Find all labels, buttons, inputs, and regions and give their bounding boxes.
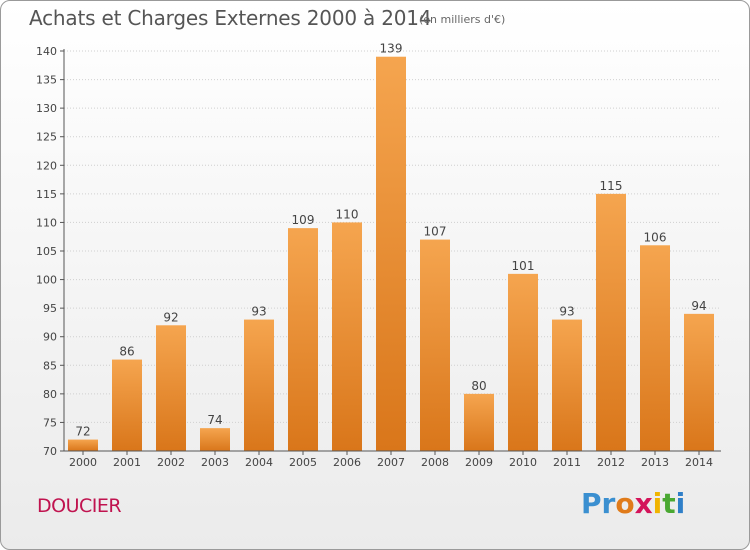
- logo-letter: x: [634, 487, 653, 520]
- bar: [376, 56, 406, 451]
- bar-value-label: 93: [559, 305, 574, 319]
- bar-value-label: 115: [600, 179, 623, 193]
- logo-letter: i: [652, 487, 663, 520]
- bar: [552, 319, 582, 451]
- bar: [156, 325, 186, 451]
- y-tick-label: 85: [43, 359, 57, 372]
- bar: [332, 222, 362, 451]
- commune-name: DOUCIER: [37, 495, 122, 517]
- bar: [420, 239, 450, 451]
- x-tick-label: 2001: [113, 456, 141, 469]
- x-tick-label: 2008: [421, 456, 449, 469]
- logo-letter: r: [601, 487, 616, 520]
- x-tick-label: 2006: [333, 456, 361, 469]
- logo-letter: o: [615, 487, 635, 520]
- bar-value-label: 72: [75, 425, 90, 439]
- x-tick-label: 2004: [245, 456, 273, 469]
- y-tick-label: 140: [36, 45, 57, 58]
- y-tick-label: 100: [36, 274, 57, 287]
- y-tick-label: 115: [36, 188, 57, 201]
- y-tick-label: 120: [36, 159, 57, 172]
- y-tick-label: 75: [43, 416, 57, 429]
- bar: [508, 273, 538, 451]
- y-tick-label: 90: [43, 331, 57, 344]
- x-tick-label: 2003: [201, 456, 229, 469]
- bar: [288, 228, 318, 451]
- x-tick-label: 2011: [553, 456, 581, 469]
- bar-value-label: 80: [471, 379, 486, 393]
- bar: [684, 313, 714, 451]
- bar: [640, 245, 670, 451]
- bar-value-label: 92: [163, 310, 178, 324]
- bar-value-label: 110: [336, 207, 359, 221]
- bar: [68, 439, 98, 451]
- y-tick-label: 70: [43, 445, 57, 458]
- chart-subtitle: (en milliers d'€): [419, 13, 506, 26]
- bars: 72 86 92 74 93 109 110 139 107 80 101 93 115 106 94: [68, 42, 714, 451]
- x-tick-label: 2002: [157, 456, 185, 469]
- x-tick-label: 2005: [289, 456, 317, 469]
- logo-letter: P: [581, 487, 602, 520]
- x-tick-label: 2014: [685, 456, 713, 469]
- bar-value-label: 107: [424, 225, 447, 239]
- y-tick-label: 125: [36, 131, 57, 144]
- x-tick-label: 2000: [69, 456, 97, 469]
- logo-letter: t: [662, 487, 676, 520]
- axes: 70 75 80 85 90 95 100 105 110 115 120 125 130 135 140 2…: [36, 45, 721, 469]
- proxiti-logo: Proxiti: [581, 487, 685, 520]
- bar-value-label: 94: [691, 299, 706, 313]
- bar-value-label: 101: [512, 259, 535, 273]
- y-tick-label: 95: [43, 302, 57, 315]
- y-tick-label: 110: [36, 216, 57, 229]
- y-tick-label: 80: [43, 388, 57, 401]
- bar-value-label: 106: [644, 230, 667, 244]
- chart-title: Achats et Charges Externes 2000 à 2014: [29, 6, 432, 30]
- x-tick-label: 2012: [597, 456, 625, 469]
- y-tick-label: 135: [36, 74, 57, 87]
- y-tick-label: 105: [36, 245, 57, 258]
- x-tick-label: 2007: [377, 456, 405, 469]
- bar: [244, 319, 274, 451]
- y-tick-label: 130: [36, 102, 57, 115]
- bar: [112, 359, 142, 451]
- bar-value-label: 109: [292, 213, 315, 227]
- x-tick-label: 2013: [641, 456, 669, 469]
- bar-value-label: 86: [119, 345, 134, 359]
- logo-letter: i: [675, 487, 686, 520]
- bar-value-label: 93: [251, 305, 266, 319]
- x-tick-label: 2010: [509, 456, 537, 469]
- bar: [464, 393, 494, 451]
- bar: [596, 193, 626, 451]
- bar-value-label: 139: [380, 42, 403, 56]
- x-tick-label: 2009: [465, 456, 493, 469]
- bar-value-label: 74: [207, 413, 222, 427]
- bar: [200, 428, 230, 451]
